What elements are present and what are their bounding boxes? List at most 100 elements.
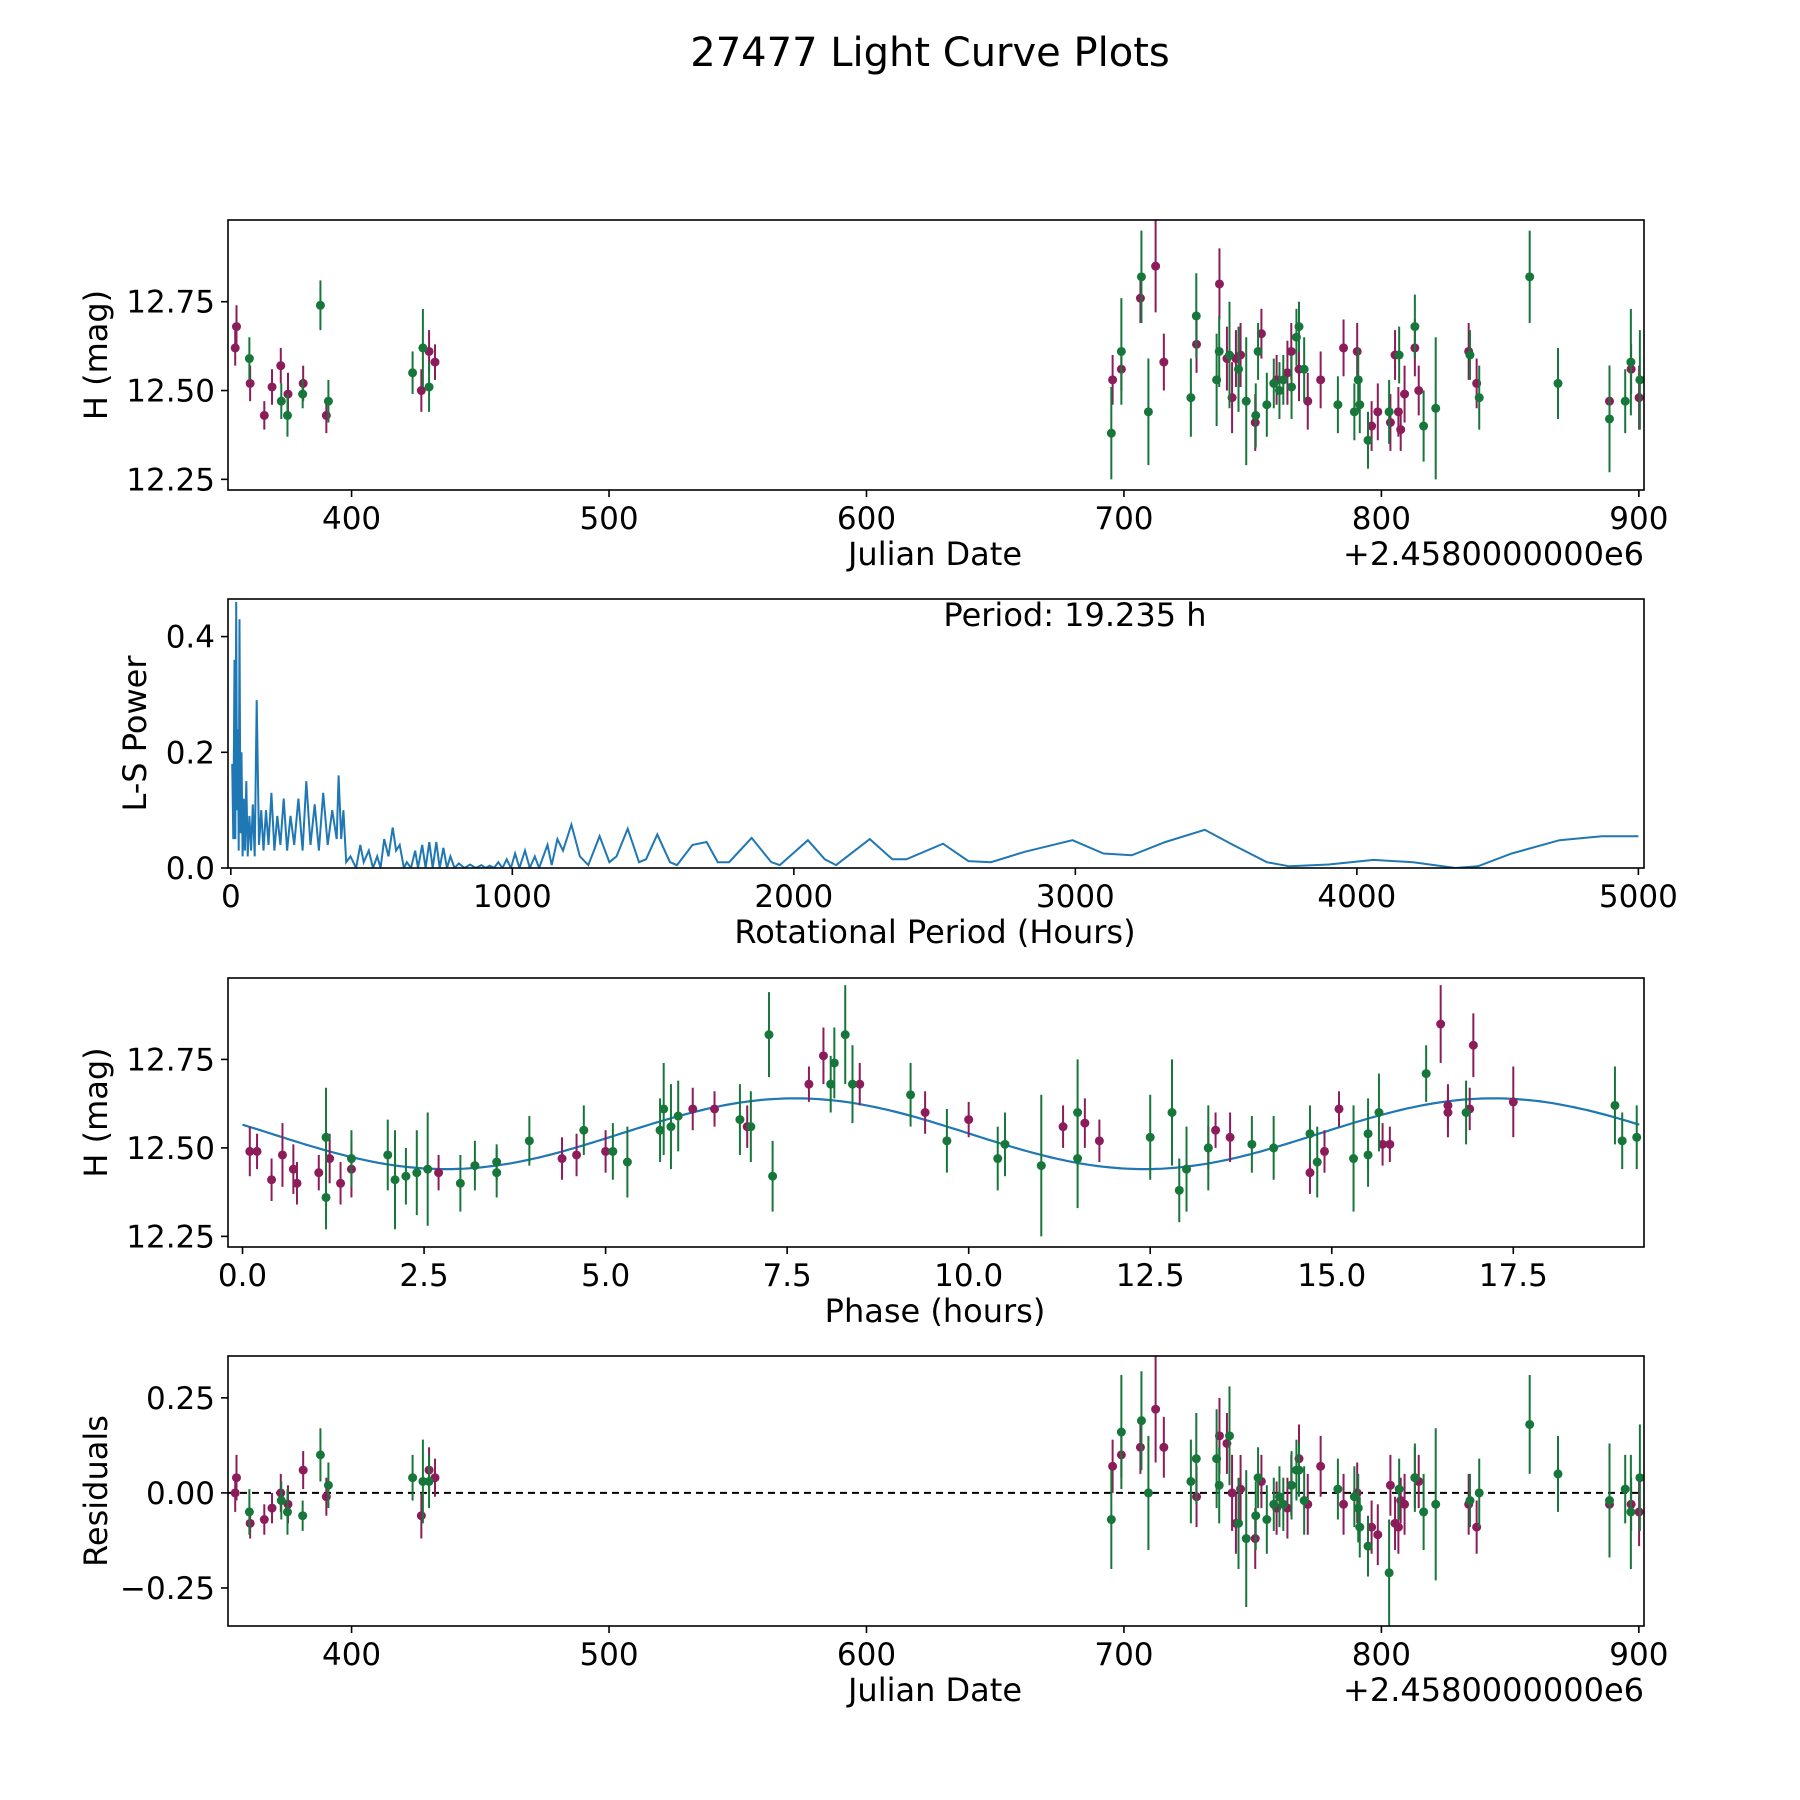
data-point (1635, 375, 1644, 385)
x-axis-label: Julian Date (846, 535, 1022, 573)
data-point (524, 1136, 534, 1146)
data-point (1431, 403, 1441, 413)
data-point (1333, 1484, 1343, 1494)
data-point (423, 1164, 433, 1174)
data-point (1410, 1473, 1420, 1483)
data-point (746, 1122, 756, 1132)
data-point (1058, 1122, 1068, 1132)
data-point (1508, 1097, 1518, 1107)
plot-area (242, 985, 1642, 1237)
data-point (942, 1136, 952, 1146)
data-point (557, 1154, 567, 1164)
data-point (1393, 1522, 1403, 1532)
y-tick-label: 12.75 (126, 1042, 215, 1078)
data-point (1278, 1499, 1288, 1509)
x-tick-label: 5.0 (581, 1258, 630, 1294)
data-point (710, 1104, 720, 1114)
data-point (390, 1175, 400, 1185)
data-point (666, 1122, 676, 1132)
data-point (1135, 1442, 1145, 1452)
y-tick-label: 12.75 (126, 285, 215, 321)
data-point (321, 1492, 331, 1502)
data-point (1421, 1069, 1431, 1079)
data-point (288, 1164, 298, 1174)
data-point (1353, 375, 1363, 385)
data-point (1174, 1185, 1184, 1195)
data-point (336, 1178, 346, 1188)
data-point (1269, 378, 1279, 388)
data-point (1241, 1534, 1251, 1544)
data-point (1333, 400, 1343, 410)
data-point (298, 1465, 308, 1475)
data-point (1186, 393, 1196, 403)
data-point (1287, 382, 1297, 392)
data-point (1394, 1484, 1404, 1494)
data-point (1274, 386, 1284, 396)
data-point (1385, 1480, 1395, 1490)
series-band-a (230, 220, 1644, 451)
data-point (245, 378, 255, 388)
data-point (231, 322, 241, 332)
data-point (1236, 350, 1246, 360)
data-point (455, 1178, 465, 1188)
data-point (1253, 346, 1263, 356)
data-point (231, 1473, 241, 1483)
data-point (579, 1125, 589, 1135)
data-point (1419, 421, 1429, 431)
data-point (1334, 1104, 1344, 1114)
data-point (1339, 343, 1349, 353)
x-axis-label: Rotational Period (Hours) (734, 913, 1135, 951)
data-point (230, 343, 240, 353)
data-point (1617, 1136, 1627, 1146)
y-tick-label: 12.25 (126, 1219, 215, 1255)
data-point (1269, 1143, 1279, 1153)
data-point (1151, 1404, 1161, 1414)
plot-p1: 400 500 600 700 800 900 12.25 12.50 12.75 Julian … (77, 219, 1668, 573)
data-point (1274, 1492, 1284, 1502)
data-point (282, 410, 292, 420)
data-point (1251, 1511, 1261, 1521)
data-point (1214, 1480, 1224, 1490)
x-tick-label: 10.0 (934, 1258, 1003, 1294)
data-point (416, 386, 426, 396)
data-point (267, 1503, 277, 1513)
data-point (1355, 1522, 1365, 1532)
data-point (1143, 1488, 1153, 1498)
data-point (252, 1146, 262, 1156)
data-point (1468, 1040, 1478, 1050)
data-point (1400, 389, 1410, 399)
data-point (1214, 346, 1224, 356)
data-point (1419, 1507, 1429, 1517)
data-point (346, 1154, 356, 1164)
data-point (1385, 418, 1395, 427)
data-point (1136, 1416, 1146, 1426)
data-point (244, 354, 254, 364)
data-point (1182, 1164, 1192, 1174)
x-offset-text: +2.4580000000e6 (1343, 535, 1644, 573)
data-point (1191, 311, 1201, 321)
x-tick-label: 2000 (754, 879, 833, 915)
data-point (1036, 1161, 1046, 1171)
data-point (1286, 346, 1296, 356)
data-point (1373, 1530, 1383, 1540)
data-point (1225, 1132, 1235, 1142)
data-point (383, 1150, 393, 1160)
y-tick-label: 0.0 (166, 851, 215, 887)
plot-area (230, 220, 1644, 480)
data-point (1247, 1139, 1257, 1149)
data-point (1135, 293, 1145, 303)
data-point (1385, 1139, 1395, 1149)
data-point (1186, 1476, 1196, 1486)
y-tick-label: 0.4 (166, 620, 215, 656)
plot-area (231, 601, 1639, 868)
x-tick-label: 700 (1094, 501, 1153, 537)
data-point (1400, 1499, 1410, 1509)
series-band-a (230, 1356, 1644, 1569)
x-tick-label: 900 (1609, 501, 1668, 537)
x-tick-label: 800 (1352, 1637, 1411, 1673)
data-point (1373, 407, 1383, 417)
data-point (323, 396, 333, 406)
data-point (920, 1108, 930, 1117)
data-point (430, 357, 440, 367)
data-point (764, 1030, 774, 1040)
